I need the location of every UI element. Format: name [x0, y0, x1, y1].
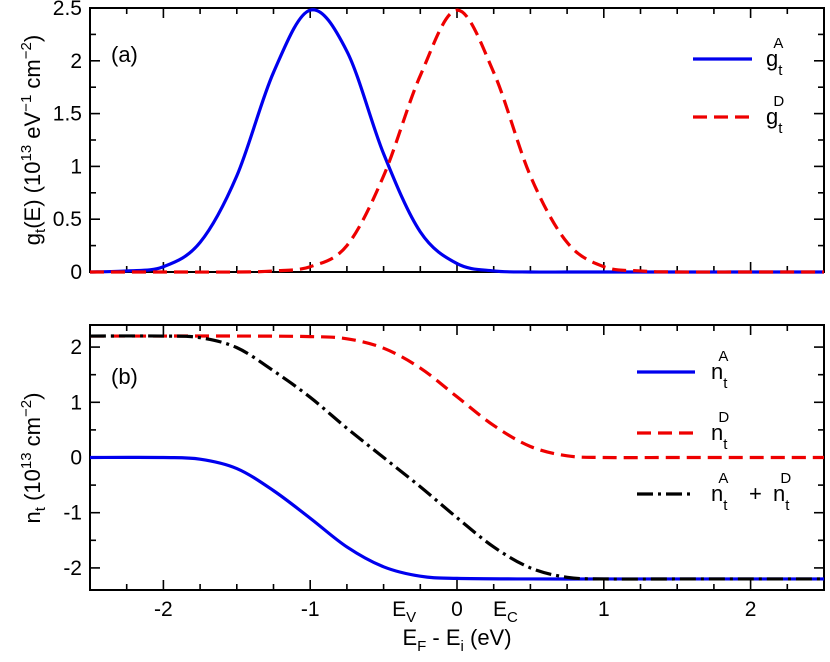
legend-a-label-1: gtD — [766, 93, 784, 137]
y-tick-label-b: 0 — [70, 447, 82, 470]
legend-b-label-2-2: ntD — [773, 470, 791, 514]
panel-b-y-axis-title: nt (1013 cm−2) — [18, 393, 49, 524]
x-tick-label: -2 — [154, 598, 173, 621]
legend-b-operator: + — [749, 481, 762, 506]
panel-b-label: (b) — [111, 364, 138, 389]
panel-a-ticks: 0 0.5 1 1.5 2 2.5 — [53, 0, 825, 284]
y-tick-label-a: 2 — [70, 50, 82, 73]
panel-b-lines — [89, 334, 824, 581]
y-tick-label-b: -1 — [63, 502, 82, 525]
y-tick-label-b: 1 — [70, 391, 82, 414]
x-tick-label: 1 — [598, 598, 610, 621]
y-tick-label-a: 1 — [70, 155, 82, 178]
y-tick-label-a: 0.5 — [53, 208, 82, 231]
energy-marker-v: EV — [392, 598, 416, 626]
panel-b-series-2-line — [89, 334, 824, 581]
legend-a-label-0: gtA — [766, 35, 783, 79]
panel-a-label: (a) — [111, 42, 138, 67]
x-tick-label: 2 — [745, 598, 757, 621]
y-tick-label-a: 0 — [70, 261, 82, 284]
panel-b-series-1-line — [90, 334, 824, 460]
panel-a-series-0-line — [89, 8, 824, 274]
panel-a-lines — [89, 8, 824, 274]
energy-marker-c: EC — [493, 598, 518, 626]
y-tick-label-b: -2 — [63, 557, 82, 580]
legend-b-label-0-0: ntA — [711, 348, 728, 392]
legend-b-label-2-0: ntA — [711, 470, 728, 514]
x-tick-label: -1 — [301, 598, 320, 621]
legend-b-label-1-0: ntD — [711, 409, 729, 453]
panel-a-series-1-line — [90, 8, 824, 274]
panel-a-frame — [89, 7, 825, 273]
panel-a-y-axis-title: gt(E) (1013 eV−1 cm−2) — [18, 35, 49, 245]
x-tick-label: 0 — [451, 598, 463, 621]
y-tick-label-b: 2 — [70, 336, 82, 359]
panel-b-legend: ntA ntD ntA + ntD — [637, 348, 791, 514]
y-tick-label-a: 1.5 — [53, 103, 82, 126]
panel-a-legend: gtA gtD — [693, 35, 784, 137]
panel-b-ticks: -2 -1 0 1 2 -2 -1 0 1 2 EV EC — [63, 325, 825, 626]
y-tick-label-a: 2.5 — [53, 0, 82, 20]
x-axis-title: EF - Ei (eV) — [402, 625, 511, 655]
